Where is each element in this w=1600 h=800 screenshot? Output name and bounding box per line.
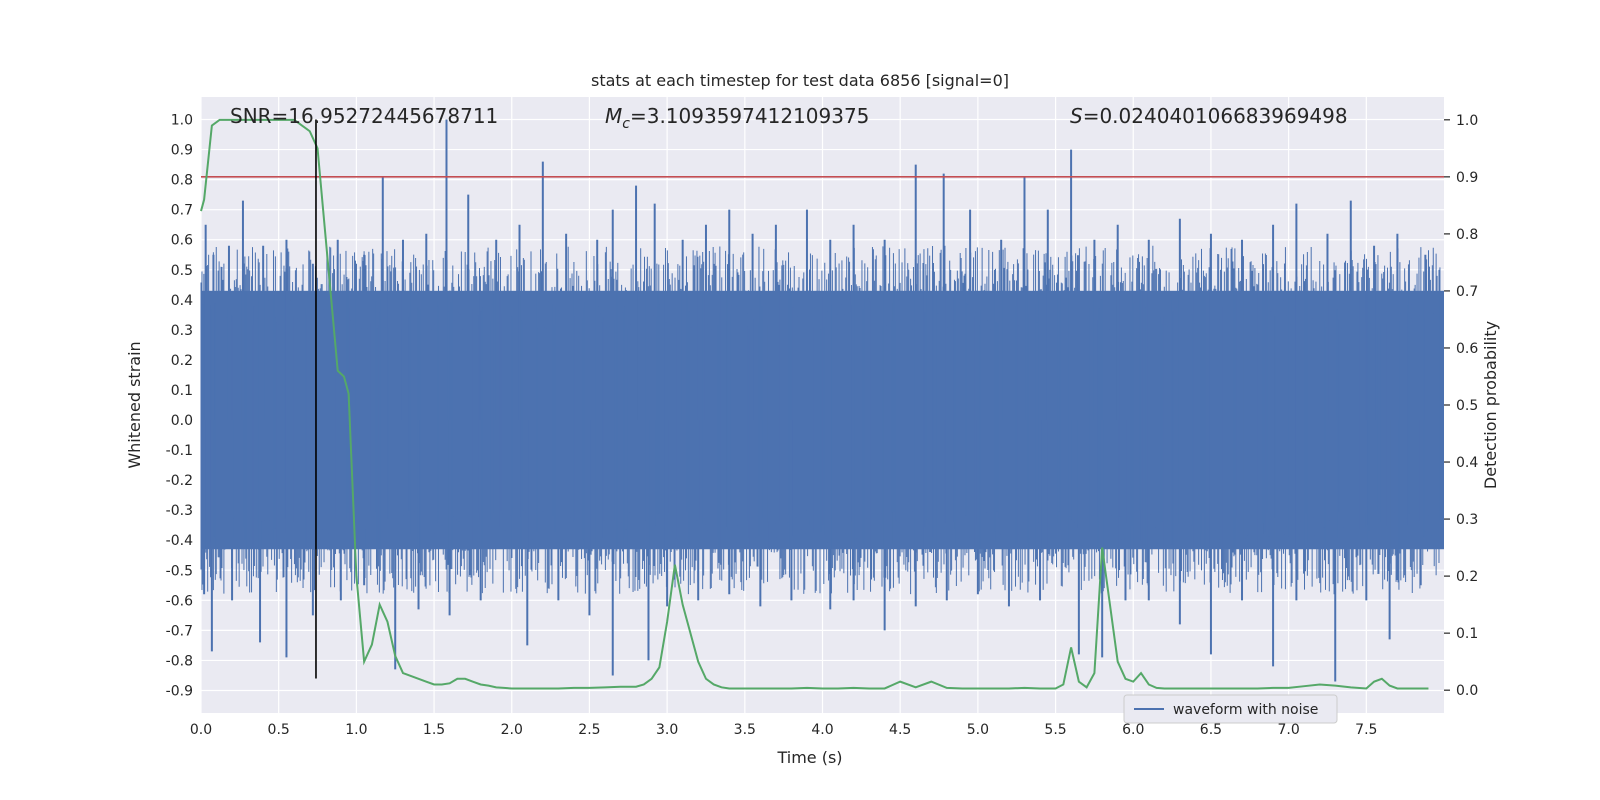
y-tick-label: 0.2 bbox=[171, 353, 193, 369]
y-axis-right-label: Detection probability bbox=[1481, 321, 1500, 489]
overlay-lines bbox=[200, 118, 1444, 690]
y-tick-label: 0.0 bbox=[171, 413, 193, 429]
s-statistic-value: =0.024040106683969498 bbox=[1083, 104, 1348, 128]
left-y-axis: -0.9 -0.8 -0.7 -0.6 -0.5 -0.4 -0.3 -0.2 -0.1 0.0 0… bbox=[166, 113, 193, 700]
y-right-tick-label: 0.1 bbox=[1456, 626, 1478, 642]
y-right-tick-label: 0.3 bbox=[1456, 512, 1478, 528]
x-tick-label: 1.0 bbox=[345, 722, 367, 738]
y-tick-label: -0.6 bbox=[166, 593, 193, 609]
y-right-tick-label: 1.0 bbox=[1456, 113, 1478, 129]
s-statistic-symbol: S bbox=[1070, 104, 1083, 128]
y-tick-label: 0.8 bbox=[171, 173, 193, 189]
x-tick-label: 3.0 bbox=[656, 722, 678, 738]
y-tick-label: 1.0 bbox=[171, 113, 193, 129]
y-tick-label: 0.5 bbox=[171, 263, 193, 279]
snr-annotation: SNR=16.95272445678711 bbox=[230, 104, 498, 128]
y-right-tick-label: 0.6 bbox=[1456, 341, 1478, 357]
y-tick-label: 0.7 bbox=[171, 203, 193, 219]
y-tick-label: -0.3 bbox=[166, 503, 193, 519]
y-tick-label: -0.8 bbox=[166, 653, 193, 669]
x-tick-label: 2.5 bbox=[578, 722, 600, 738]
chirp-mass-annotation: Mc=3.1093597412109375 bbox=[605, 104, 869, 132]
y-axis-label: Whitened strain bbox=[125, 341, 144, 468]
chirp-mass-subscript: c bbox=[622, 116, 630, 132]
x-tick-label: 7.5 bbox=[1355, 722, 1377, 738]
x-tick-label: 6.5 bbox=[1200, 722, 1222, 738]
chirp-mass-value: =3.1093597412109375 bbox=[630, 104, 869, 128]
waveform-noise-series bbox=[200, 119, 1444, 682]
x-tick-label: 6.0 bbox=[1122, 722, 1144, 738]
y-right-tick-label: 0.9 bbox=[1456, 170, 1478, 186]
y-tick-label: -0.7 bbox=[166, 623, 193, 639]
y-tick-label: -0.4 bbox=[166, 533, 193, 549]
x-tick-label: 4.0 bbox=[811, 722, 833, 738]
y-tick-label: 0.6 bbox=[171, 233, 193, 249]
y-tick-label: -0.9 bbox=[166, 683, 193, 699]
y-tick-label: 0.1 bbox=[171, 383, 193, 399]
y-right-tick-label: 0.2 bbox=[1456, 569, 1478, 585]
legend-entry-waveform: waveform with noise bbox=[1173, 702, 1318, 718]
x-axis-label: Time (s) bbox=[776, 748, 842, 767]
y-tick-label: -0.5 bbox=[166, 563, 193, 579]
y-tick-label: 0.3 bbox=[171, 323, 193, 339]
chart-title: stats at each timestep for test data 685… bbox=[591, 71, 1009, 90]
y-right-tick-label: 0.4 bbox=[1456, 455, 1478, 471]
x-tick-label: 3.5 bbox=[734, 722, 756, 738]
x-tick-label: 2.0 bbox=[501, 722, 523, 738]
chirp-mass-symbol: M bbox=[605, 104, 622, 128]
y-right-tick-label: 0.8 bbox=[1456, 227, 1478, 243]
legend-box bbox=[1123, 694, 1338, 724]
x-tick-label: 7.0 bbox=[1277, 722, 1299, 738]
x-tick-label: 1.5 bbox=[423, 722, 445, 738]
y-tick-label: 0.4 bbox=[171, 293, 193, 309]
x-tick-label: 5.0 bbox=[967, 722, 989, 738]
detection-probability-line bbox=[200, 118, 1429, 690]
x-tick-label: 4.5 bbox=[889, 722, 911, 738]
x-tick-label: 0.0 bbox=[190, 722, 212, 738]
y-tick-label: -0.1 bbox=[166, 443, 193, 459]
right-y-axis: 0.0 0.1 0.2 0.3 0.4 0.5 0.6 0.7 0.8 0.9 1.0 bbox=[1444, 113, 1478, 699]
y-tick-label: 0.9 bbox=[171, 143, 193, 159]
legend: waveform with noise bbox=[1123, 694, 1338, 724]
x-tick-label: 5.5 bbox=[1044, 722, 1066, 738]
s-statistic-annotation: S=0.024040106683969498 bbox=[1070, 104, 1348, 128]
x-tick-label: 0.5 bbox=[268, 722, 290, 738]
x-axis: 0.0 0.5 1.0 1.5 2.0 2.5 3.0 3.5 4.0 4.5 5.0 5.5 6.0 6… bbox=[190, 722, 1378, 738]
y-right-tick-label: 0.0 bbox=[1456, 683, 1478, 699]
y-tick-label: -0.2 bbox=[166, 473, 193, 489]
y-right-tick-label: 0.5 bbox=[1456, 398, 1478, 414]
y-right-tick-label: 0.7 bbox=[1456, 284, 1478, 300]
